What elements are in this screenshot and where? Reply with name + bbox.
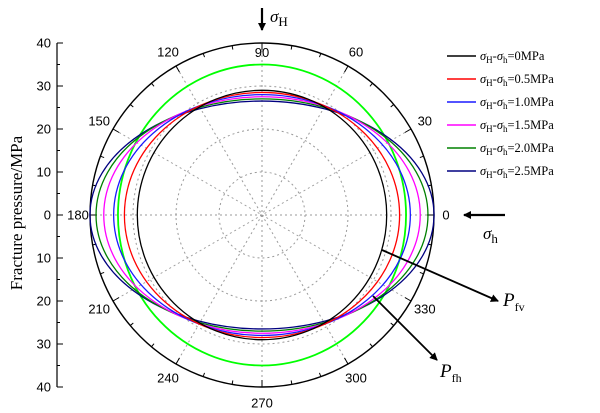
svg-text:σh: σh <box>483 224 498 246</box>
angle-tick <box>100 271 105 275</box>
angle-tick <box>175 65 180 73</box>
radial-tick-label: 10 <box>37 165 51 180</box>
radial-tick-label: 20 <box>37 294 51 309</box>
angle-tick <box>112 297 120 302</box>
angle-label: 300 <box>345 370 367 385</box>
angle-tick <box>344 357 349 365</box>
P-fv-symbol: P <box>502 290 515 311</box>
angle-tick <box>290 380 293 385</box>
legend: σH-σh=0MPa σH-σh=0.5MPa σH-σh=1.0MPa σH-σh=… <box>447 49 554 180</box>
svg-text:Pfv: Pfv <box>502 290 525 314</box>
sigma-H-symbol: σ <box>270 7 279 26</box>
angle-label: 0 <box>442 208 449 223</box>
sigma-H-annotation: σH <box>258 7 288 31</box>
P-fv-annotation: Pfv <box>381 249 525 314</box>
series-curve <box>117 63 407 367</box>
angle-tick <box>202 53 206 58</box>
angle-label: 270 <box>251 396 273 411</box>
P-fh-sub: fh <box>452 371 462 385</box>
angle-tick <box>369 82 373 87</box>
angle-tick <box>231 380 234 385</box>
legend-entry: σH-σh=2.0MPa <box>480 141 554 157</box>
angle-tick <box>419 155 424 159</box>
angle-tick <box>129 104 134 108</box>
radial-tick-label: 10 <box>37 251 51 266</box>
radial-tick-label: 40 <box>37 36 51 51</box>
legend-entry: σH-σh=2.5MPa <box>480 164 554 180</box>
angle-tick <box>151 343 155 348</box>
series-curve <box>89 100 435 330</box>
angle-label: 150 <box>88 114 110 129</box>
y-axis-title: Fracture pressure/MPa <box>7 135 26 290</box>
legend-entry: σH-σh=0MPa <box>480 49 545 65</box>
angle-tick <box>151 82 155 87</box>
angle-tick <box>112 128 120 133</box>
radial-tick-label: 40 <box>37 380 51 395</box>
angle-label: 60 <box>349 45 363 60</box>
legend-entry: σH-σh=0.5MPa <box>480 72 554 88</box>
P-fh-pointer <box>372 295 438 361</box>
angle-label: 330 <box>414 302 436 317</box>
radial-tick-label: 30 <box>37 79 51 94</box>
angle-tick <box>202 372 206 377</box>
series-curve <box>95 98 429 332</box>
angle-tick <box>318 53 322 58</box>
angle-tick <box>390 104 395 108</box>
sigma-h-symbol: σ <box>483 224 492 243</box>
radial-axis: 40 30 20 10 0 10 20 30 40 <box>37 36 63 395</box>
angle-tick <box>404 128 412 133</box>
sigma-H-sub: H <box>278 14 287 29</box>
angle-tick <box>344 65 349 73</box>
angle-label: 210 <box>88 302 110 317</box>
angle-tick <box>369 343 373 348</box>
P-fv-sub: fv <box>515 300 525 314</box>
angle-tick <box>129 322 134 326</box>
P-fh-annotation: Pfh <box>372 295 462 385</box>
angle-label: 180 <box>67 208 89 223</box>
angle-tick <box>318 372 322 377</box>
angle-label: 90 <box>255 45 269 60</box>
radial-tick-label: 20 <box>37 122 51 137</box>
radial-tick-label: 30 <box>37 337 51 352</box>
angle-tick <box>404 297 412 302</box>
radial-tick-label: 0 <box>44 208 51 223</box>
angle-label: 30 <box>418 114 432 129</box>
svg-text:Pfh: Pfh <box>439 361 462 385</box>
svg-text:σH: σH <box>270 7 288 29</box>
angle-label: 240 <box>157 370 179 385</box>
series-curve <box>103 96 421 334</box>
angle-tick <box>290 45 293 50</box>
grid-spoke <box>112 128 412 302</box>
angle-tick <box>175 357 180 365</box>
series-curve <box>136 89 388 341</box>
angle-tick <box>231 45 234 50</box>
angle-labels: 0 30 60 90 120 150 180 210 240 270 300 330 <box>67 45 449 411</box>
grid-circle <box>175 128 349 302</box>
sigma-h-annotation: σh <box>463 211 505 246</box>
angle-tick <box>390 322 395 326</box>
P-fh-symbol: P <box>439 361 452 382</box>
series-curves <box>89 63 435 367</box>
P-fv-pointer <box>381 249 499 302</box>
legend-entry: σH-σh=1.0MPa <box>480 95 554 111</box>
angle-label: 120 <box>157 45 179 60</box>
series-curve <box>112 93 412 337</box>
angle-tick <box>100 155 105 159</box>
legend-entry: σH-σh=1.5MPa <box>480 118 554 134</box>
sigma-h-sub: h <box>491 231 498 246</box>
series-curve <box>123 91 401 339</box>
angle-tick <box>419 271 424 275</box>
